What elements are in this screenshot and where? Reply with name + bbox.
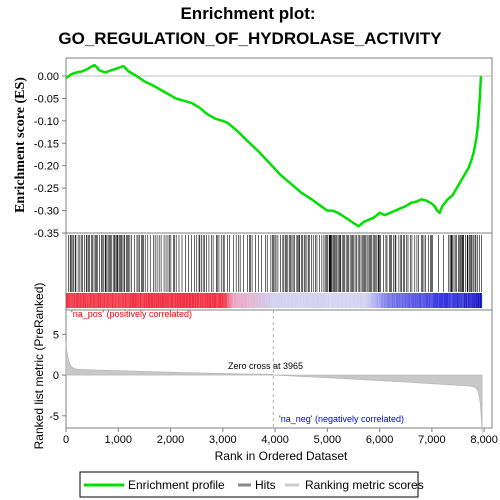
xtick-label: 3,000 <box>209 434 237 446</box>
xtick-label: 8,000 <box>470 434 498 446</box>
chart-title-line1: Enrichment plot: <box>180 4 315 23</box>
legend-label-enrichment: Enrichment profile <box>128 478 225 492</box>
gradient-bar-group <box>66 293 483 308</box>
hits-group <box>68 235 482 292</box>
x-ticks: 0 1,000 2,000 3,000 4,000 5,000 6,000 7,000 8,00… <box>63 428 498 446</box>
rank-gradient-bar <box>66 293 483 308</box>
zero-cross-label: Zero cross at 3965 <box>228 361 303 371</box>
legend-label-hits: Hits <box>255 478 276 492</box>
es-line-group <box>65 63 483 228</box>
rank-ytick-label: -5 <box>49 411 59 423</box>
es-ytick-label: -0.20 <box>34 161 59 173</box>
neg-correlated-label: 'na_neg' (negatively correlated) <box>279 414 404 424</box>
xtick-label: 4,000 <box>261 434 289 446</box>
chart-title-line2: GO_REGULATION_OF_HYDROLASE_ACTIVITY <box>58 29 442 48</box>
es-ytick-label: -0.05 <box>34 93 59 105</box>
xtick-label: 7,000 <box>418 434 446 446</box>
es-axis-title: Enrichment score (ES) <box>13 77 28 213</box>
rank-metric-group <box>65 310 483 435</box>
legend-label-ranking: Ranking metric scores <box>305 478 424 492</box>
es-ytick-label: -0.35 <box>34 228 59 240</box>
xtick-label: 2,000 <box>157 434 185 446</box>
es-y-ticks: 0.00 -0.05 -0.10 -0.15 -0.20 -0.25 -0.30 -0.35 <box>34 71 66 240</box>
xtick-label: 1,000 <box>105 434 133 446</box>
rank-axis-title: Ranked list metric (PreRanked) <box>32 283 46 450</box>
es-panel <box>65 57 493 234</box>
x-axis-title: Rank in Ordered Dataset <box>215 449 348 463</box>
ranking-metric-area <box>65 342 483 435</box>
es-profile-line <box>65 63 483 228</box>
es-ytick-label: -0.30 <box>34 206 59 218</box>
rank-ytick-label: 0 <box>53 370 59 382</box>
pos-correlated-label: 'na_pos' (positively correlated) <box>71 309 192 319</box>
es-ytick-label: -0.15 <box>34 138 59 150</box>
es-ytick-label: -0.25 <box>34 183 59 195</box>
xtick-label: 0 <box>63 434 69 446</box>
xtick-label: 5,000 <box>314 434 342 446</box>
rank-ytick-label: 5 <box>53 329 59 341</box>
es-ytick-label: 0.00 <box>38 71 59 83</box>
xtick-label: 6,000 <box>366 434 394 446</box>
es-ytick-label: -0.10 <box>34 116 59 128</box>
rank-y-ticks: 5 0 -5 <box>49 329 66 423</box>
rank-panel <box>65 309 493 429</box>
